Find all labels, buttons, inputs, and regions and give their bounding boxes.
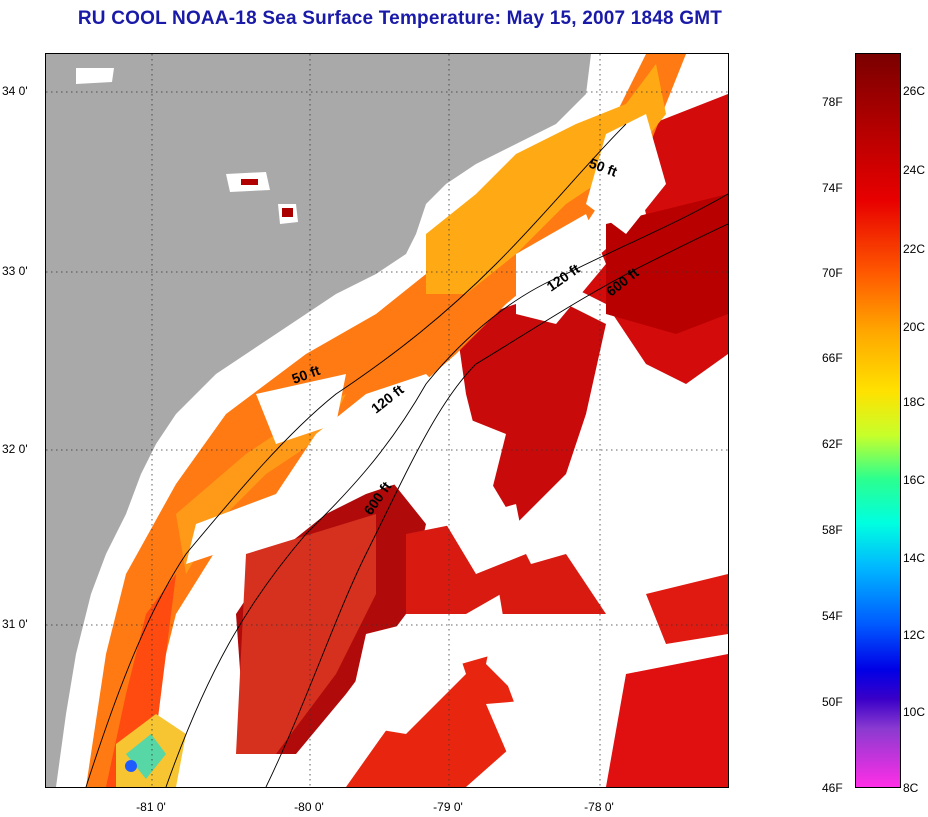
- lat-label: 33 0': [2, 264, 28, 278]
- coastal-water: [86, 54, 686, 787]
- lon-label: -79 0': [433, 800, 463, 814]
- colorbar-c-label: 12C: [903, 628, 926, 642]
- colorbar-f-label: 58F: [822, 523, 843, 537]
- colorbar-f-label: 74F: [822, 181, 843, 195]
- lon-label: -80 0': [294, 800, 324, 814]
- lon-label: -78 0': [584, 800, 614, 814]
- colorbar-c-label: 8C: [903, 781, 919, 795]
- colorbar-c-label: 14C: [903, 551, 926, 565]
- colorbar-f-label: 78F: [822, 95, 843, 109]
- colorbar-gradient: [856, 54, 900, 787]
- colorbar-c-label: 10C: [903, 705, 926, 719]
- cloud-mask: [186, 374, 466, 564]
- sst-map: 50 ft 120 ft 600 ft 50 ft 120 ft 600 ft: [45, 53, 729, 788]
- colorbar-f-label: 50F: [822, 695, 843, 709]
- colorbar-f-label: 66F: [822, 351, 843, 365]
- colorbar-c-label: 24C: [903, 163, 926, 177]
- colorbar-f-label: 70F: [822, 266, 843, 280]
- colorbar-c-label: 16C: [903, 473, 926, 487]
- graticule: [46, 54, 728, 787]
- colorbar-f-label: 54F: [822, 609, 843, 623]
- lat-label: 31 0': [2, 617, 28, 631]
- lon-label: -81 0': [136, 800, 166, 814]
- colorbar-c-label: 18C: [903, 395, 926, 409]
- page-title: RU COOL NOAA-18 Sea Surface Temperature:…: [77, 8, 723, 29]
- lat-label: 34 0': [2, 84, 28, 98]
- colorbar-c-label: 26C: [903, 84, 926, 98]
- land: [46, 54, 591, 787]
- colorbar-f-label: 46F: [822, 781, 843, 795]
- lat-label: 32 0': [2, 442, 28, 456]
- colorbar-c-label: 20C: [903, 320, 926, 334]
- colorbar-c-label: 22C: [903, 242, 926, 256]
- temperature-colorbar: [855, 53, 901, 788]
- sst-map-image: 50 ft 120 ft 600 ft 50 ft 120 ft 600 ft: [46, 54, 728, 787]
- colorbar-f-label: 62F: [822, 437, 843, 451]
- isobaths: [85, 123, 728, 787]
